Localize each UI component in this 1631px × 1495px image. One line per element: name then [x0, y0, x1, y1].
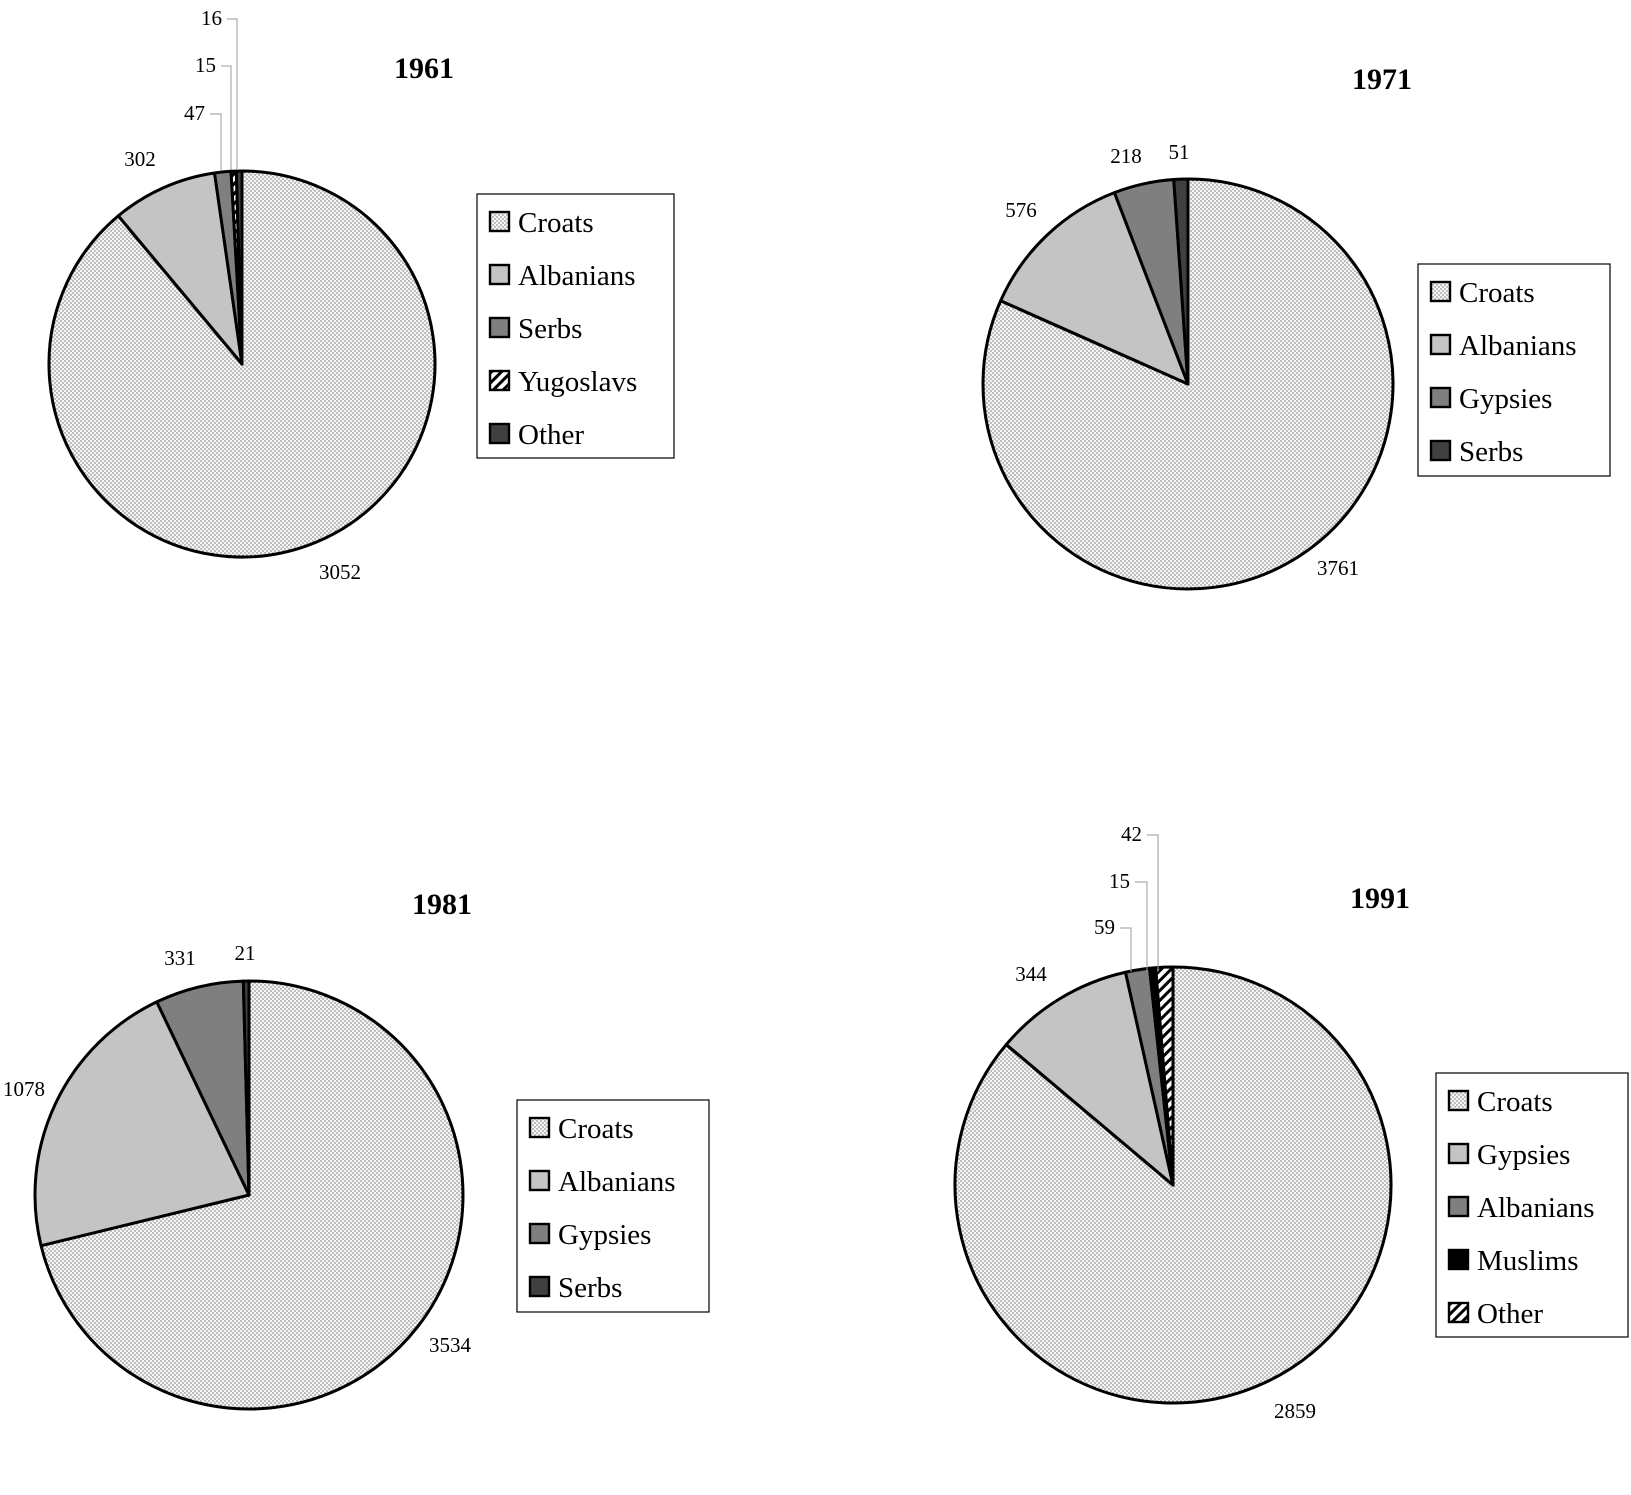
legend-swatch-albanians	[1447, 1195, 1470, 1218]
pie-slices	[953, 965, 1393, 1405]
data-label: 15	[1109, 869, 1130, 893]
pie-slice-serbs	[1172, 177, 1190, 386]
pie-slice-croats	[39, 979, 465, 1411]
pie-slices	[47, 169, 437, 559]
pie-chart-1971: 1971 3761 576 218 51 Croats Albanians Gypsies Se…	[981, 63, 1611, 591]
data-label: 42	[1121, 822, 1142, 846]
data-label: 1078	[3, 1077, 45, 1101]
legend-swatch-croats	[488, 210, 511, 233]
pie-chart-1961: 1961 3052 302 47 15 16 Croats Albanians Serbs Yug…	[47, 6, 675, 584]
legend-swatch-serbs	[528, 1275, 551, 1298]
legend-swatch-serbs	[488, 316, 511, 339]
legend: Croats Albanians Gypsies Serbs	[1417, 263, 1611, 477]
legend-label: Gypsies	[558, 1219, 651, 1251]
legend-swatch-croats	[1429, 280, 1452, 303]
legend-label: Croats	[558, 1113, 634, 1145]
legend: Croats Gypsies Albanians Muslims Other	[1435, 1072, 1629, 1338]
data-label: 15	[195, 53, 216, 77]
legend-swatch-yugoslavs	[488, 369, 511, 392]
pie-chart-1991: 1991 2859 344 59 15 42 Croats Gypsies Albanians M…	[953, 822, 1629, 1423]
legend-label: Serbs	[518, 313, 582, 345]
data-label: 59	[1094, 915, 1115, 939]
legend-swatch-gypsies	[1447, 1142, 1470, 1165]
data-label: 21	[235, 941, 256, 965]
data-label: 344	[1015, 962, 1047, 986]
data-label: 302	[124, 147, 156, 171]
legend-swatch-muslims	[1447, 1248, 1470, 1271]
legend-label: Albanians	[1477, 1192, 1595, 1224]
legend-label: Muslims	[1477, 1245, 1579, 1277]
leader-line	[227, 18, 238, 170]
data-label: 218	[1110, 144, 1142, 168]
leader-line	[210, 113, 222, 170]
legend-swatch-gypsies	[1429, 386, 1452, 409]
legend-swatch-croats	[528, 1116, 551, 1139]
legend-swatch-other	[488, 422, 511, 445]
pie-slice-other	[234, 169, 244, 366]
pie-slices	[981, 177, 1395, 591]
pie-slices	[33, 979, 465, 1411]
legend: Croats Albanians Serbs Yugoslavs Other	[476, 193, 675, 459]
legend-label: Albanians	[558, 1166, 676, 1198]
data-label: 3534	[429, 1333, 472, 1357]
legend-label: Gypsies	[1459, 383, 1552, 415]
pie-slice-other	[1154, 965, 1175, 1187]
chart-title: 1981	[412, 888, 472, 921]
pie-slice-albanians	[33, 1000, 251, 1248]
pie-slice-albanians	[116, 171, 244, 366]
legend-label: Gypsies	[1477, 1139, 1570, 1171]
legend-label: Other	[1477, 1298, 1543, 1330]
pie-chart-1981: 1981 3534 1078 331 21 Croats Albanians Gypsies S…	[3, 888, 710, 1411]
legend-swatch-croats	[1447, 1089, 1470, 1112]
legend-swatch-other	[1447, 1301, 1470, 1324]
leader-line	[1120, 927, 1132, 972]
pie-slice-croats	[981, 177, 1395, 591]
legend-label: Serbs	[558, 1272, 622, 1304]
pie-slice-gypsies	[1004, 970, 1175, 1187]
legend-label: Croats	[1459, 277, 1535, 309]
chart-title: 1991	[1350, 882, 1410, 915]
leader-line	[221, 65, 232, 170]
data-label: 16	[201, 6, 222, 30]
legend-label: Yugoslavs	[518, 366, 637, 398]
legend-label: Albanians	[518, 260, 636, 292]
legend: Croats Albanians Gypsies Serbs	[516, 1099, 710, 1313]
legend-swatch-albanians	[488, 263, 511, 286]
legend-label: Albanians	[1459, 330, 1577, 362]
data-label: 51	[1169, 140, 1190, 164]
legend-swatch-albanians	[528, 1169, 551, 1192]
data-label: 2859	[1274, 1399, 1316, 1423]
leader-line	[1147, 834, 1159, 972]
data-label: 576	[1005, 198, 1037, 222]
chart-title: 1971	[1352, 63, 1412, 96]
pie-slice-serbs	[241, 979, 251, 1197]
chart-title: 1961	[394, 52, 454, 85]
data-label: 3052	[319, 560, 361, 584]
legend-swatch-serbs	[1429, 439, 1452, 462]
legend-label: Serbs	[1459, 436, 1523, 468]
data-label: 3761	[1317, 556, 1359, 580]
legend-label: Croats	[518, 207, 594, 239]
legend-label: Croats	[1477, 1086, 1553, 1118]
leader-line	[1135, 881, 1148, 972]
pie-slice-albanians	[999, 191, 1190, 386]
legend-swatch-albanians	[1429, 333, 1452, 356]
data-label: 331	[164, 946, 196, 970]
data-label: 47	[184, 101, 205, 125]
legend-swatch-gypsies	[528, 1222, 551, 1245]
legend-label: Other	[518, 419, 584, 451]
